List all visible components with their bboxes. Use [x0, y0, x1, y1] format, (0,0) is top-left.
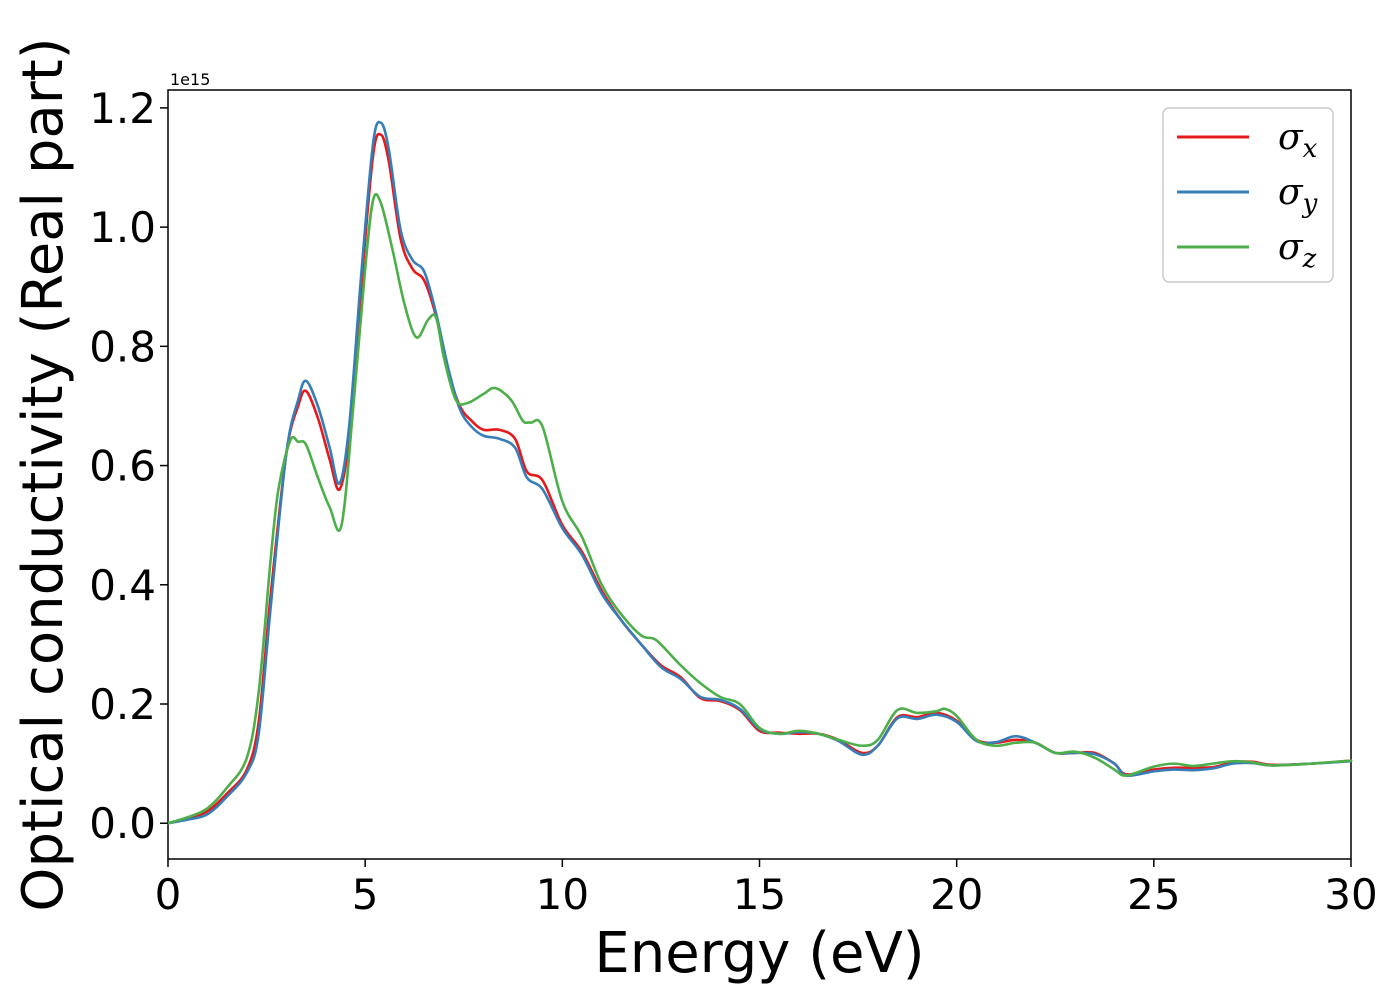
y-tick-label: 0.4: [89, 561, 156, 610]
y-tick-label: 0.0: [89, 799, 156, 848]
x-tick-label: 10: [536, 870, 589, 919]
x-axis: 0 5 10 15 20 25 30: [155, 859, 1378, 919]
legend-label-z: σz: [1278, 227, 1317, 274]
legend-frame: [1162, 107, 1334, 283]
y-tick-label: 1.0: [89, 203, 156, 252]
y-axis-label: Optical conductivity (Real part): [11, 37, 76, 911]
x-tick-label: 30: [1324, 870, 1377, 919]
x-tick-label: 20: [930, 870, 983, 919]
x-tick-label: 15: [733, 870, 786, 919]
x-axis-label: Energy (eV): [594, 921, 924, 986]
series-line-z: [166, 192, 1353, 825]
series-group: [166, 120, 1353, 825]
legend: σx σy σz: [1162, 107, 1334, 283]
x-tick-label: 25: [1127, 870, 1180, 919]
y-axis: 0.0 0.2 0.4 0.6 0.8 1.0 1.2: [89, 84, 168, 848]
y-tick-label: 0.6: [89, 442, 156, 491]
legend-label-x: σx: [1278, 117, 1318, 164]
legend-label-y: σy: [1278, 172, 1318, 219]
y-tick-label: 0.8: [89, 322, 156, 371]
y-tick-label: 1.2: [89, 84, 156, 133]
x-tick-label: 0: [155, 870, 182, 919]
x-tick-label: 5: [352, 870, 379, 919]
y-tick-label: 0.2: [89, 680, 156, 729]
y-offset-text: 1e15: [170, 70, 210, 89]
